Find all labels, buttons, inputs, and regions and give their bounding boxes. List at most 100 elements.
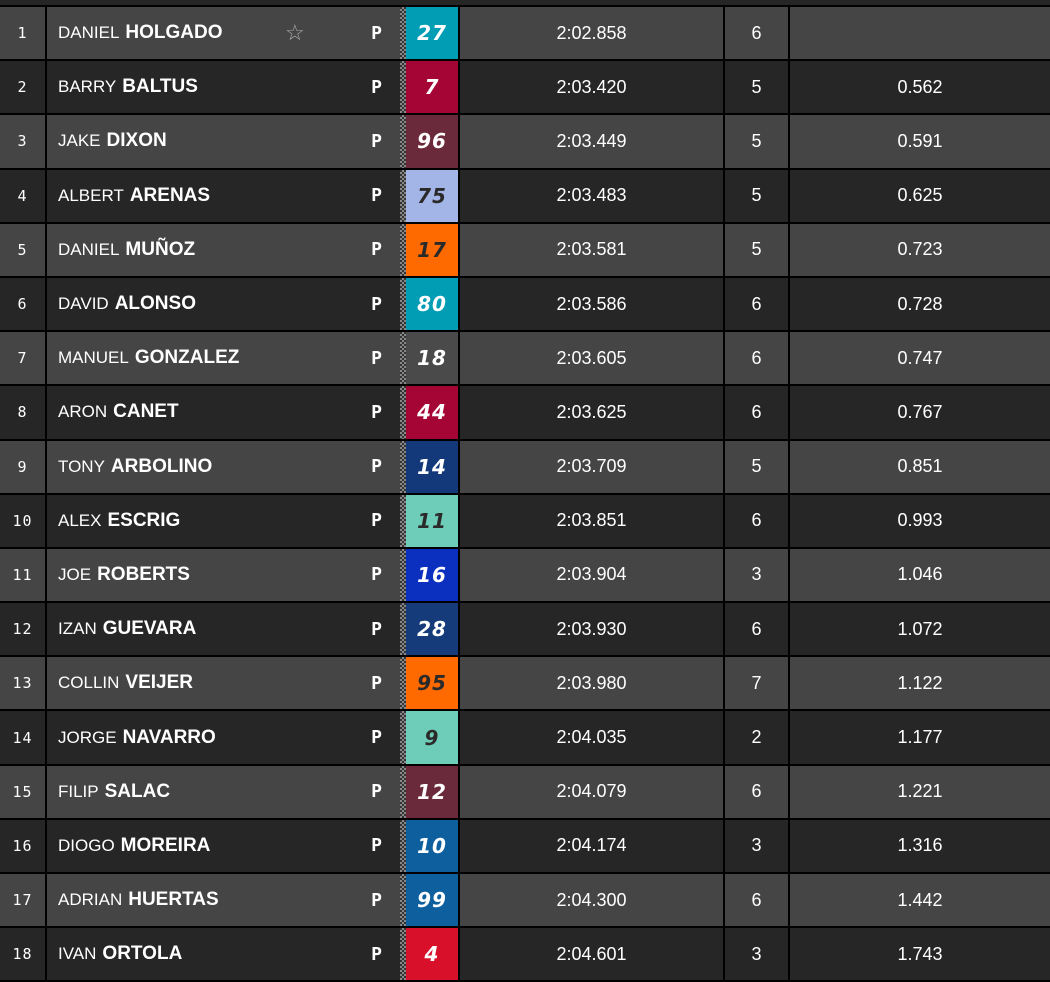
first-name: JORGE: [58, 727, 117, 747]
position: 4: [0, 169, 47, 222]
gap: 1.316: [790, 819, 1050, 872]
lap-count: 5: [725, 223, 790, 276]
rider-number: 28: [406, 603, 460, 656]
first-name: DANIEL: [58, 239, 120, 259]
lap-time: 2:03.420: [460, 61, 725, 114]
rider-name[interactable]: JAKE DIXON P: [47, 115, 400, 168]
first-name: DIOGO: [58, 835, 115, 855]
first-name: BARRY: [58, 77, 117, 97]
lap-count: 6: [725, 494, 790, 547]
lap-count: 5: [725, 169, 790, 222]
table-row[interactable]: 7 MANUEL GONZALEZ P 18 2:03.605 6 0.747: [0, 332, 1050, 387]
last-name: VEIJER: [125, 672, 194, 694]
lap-time: 2:04.174: [460, 819, 725, 872]
rider-name[interactable]: DAVID ALONSO P: [47, 277, 400, 331]
rider-number: 14: [406, 440, 460, 493]
results-table: 1 DANIEL HOLGADO ☆ P 27 2:02.858 6 2 BAR…: [0, 7, 1050, 982]
rider-name[interactable]: ADRIAN HUERTAS P: [47, 874, 400, 927]
tyre-indicator: P: [371, 889, 382, 911]
tyre-indicator: P: [371, 781, 382, 803]
first-name: MANUEL: [58, 348, 129, 368]
rider-name[interactable]: ALBERT ARENAS P: [47, 169, 400, 222]
checkered-strip: [400, 223, 406, 276]
rider-name[interactable]: DANIEL HOLGADO ☆ P: [47, 7, 400, 60]
lap-count: 5: [725, 440, 790, 493]
last-name: GONZALEZ: [134, 347, 240, 369]
last-name: HUERTAS: [128, 889, 219, 911]
checkered-strip: [400, 277, 406, 331]
gap: 1.442: [790, 874, 1050, 927]
rider-number: 12: [406, 765, 460, 818]
rider-number: 16: [406, 548, 460, 602]
last-name: DIXON: [106, 130, 167, 152]
rider-name[interactable]: DIOGO MOREIRA P: [47, 819, 400, 872]
rider-name[interactable]: DANIEL MUÑOZ P: [47, 223, 400, 276]
first-name: JAKE: [58, 131, 101, 151]
lap-count: 3: [725, 819, 790, 872]
rider-number: 17: [406, 223, 460, 276]
table-row[interactable]: 18 IVAN ORTOLA P 4 2:04.601 3 1.743: [0, 928, 1050, 982]
last-name: SALAC: [104, 780, 171, 802]
table-row[interactable]: 17 ADRIAN HUERTAS P 99 2:04.300 6 1.442: [0, 874, 1050, 929]
table-row[interactable]: 5 DANIEL MUÑOZ P 17 2:03.581 5 0.723: [0, 223, 1050, 278]
position: 3: [0, 115, 47, 168]
tyre-indicator: P: [371, 835, 382, 857]
lap-count: 3: [725, 928, 790, 981]
last-name: CANET: [113, 401, 179, 423]
checkered-strip: [400, 928, 406, 981]
tyre-indicator: P: [371, 185, 382, 207]
first-name: ADRIAN: [58, 890, 123, 910]
table-row[interactable]: 4 ALBERT ARENAS P 75 2:03.483 5 0.625: [0, 169, 1050, 224]
rider-number: 27: [406, 7, 460, 60]
table-row[interactable]: 15 FILIP SALAC P 12 2:04.079 6 1.221: [0, 765, 1050, 820]
table-row[interactable]: 16 DIOGO MOREIRA P 10 2:04.174 3 1.316: [0, 819, 1050, 874]
gap: 0.767: [790, 386, 1050, 439]
first-name: DANIEL: [58, 23, 120, 43]
last-name: ARENAS: [129, 184, 211, 206]
checkered-strip: [400, 603, 406, 656]
table-row[interactable]: 14 JORGE NAVARRO P 9 2:04.035 2 1.177: [0, 711, 1050, 766]
table-row[interactable]: 2 BARRY BALTUS P 7 2:03.420 5 0.562: [0, 61, 1050, 116]
rider-name[interactable]: IVAN ORTOLA P: [47, 928, 400, 981]
gap: 0.591: [790, 115, 1050, 168]
rider-number: 10: [406, 819, 460, 872]
position: 5: [0, 223, 47, 276]
table-row[interactable]: 10 ALEX ESCRIG P 11 2:03.851 6 0.993: [0, 494, 1050, 549]
lap-count: 6: [725, 386, 790, 439]
gap: [790, 7, 1050, 60]
lap-time: 2:02.858: [460, 7, 725, 60]
rider-name[interactable]: JOE ROBERTS P: [47, 548, 400, 602]
table-row[interactable]: 12 IZAN GUEVARA P 28 2:03.930 6 1.072: [0, 603, 1050, 658]
rider-name[interactable]: IZAN GUEVARA P: [47, 603, 400, 656]
rider-name[interactable]: ALEX ESCRIG P: [47, 494, 400, 547]
lap-time: 2:03.709: [460, 440, 725, 493]
table-row[interactable]: 8 ARON CANET P 44 2:03.625 6 0.767: [0, 386, 1050, 441]
last-name: NAVARRO: [122, 726, 216, 748]
tyre-indicator: P: [371, 401, 382, 423]
star-icon[interactable]: ☆: [285, 20, 305, 46]
table-row[interactable]: 1 DANIEL HOLGADO ☆ P 27 2:02.858 6: [0, 7, 1050, 62]
gap: 1.122: [790, 657, 1050, 710]
last-name: MUÑOZ: [125, 238, 196, 260]
tyre-indicator: P: [371, 564, 382, 586]
lap-time: 2:03.980: [460, 657, 725, 710]
rider-name[interactable]: JORGE NAVARRO P: [47, 711, 400, 764]
table-row[interactable]: 6 DAVID ALONSO P 80 2:03.586 6 0.728: [0, 277, 1050, 333]
rider-number: 96: [406, 115, 460, 168]
rider-name[interactable]: TONY ARBOLINO P: [47, 440, 400, 493]
lap-time: 2:03.605: [460, 332, 725, 385]
table-row[interactable]: 9 TONY ARBOLINO P 14 2:03.709 5 0.851: [0, 440, 1050, 495]
table-row[interactable]: 3 JAKE DIXON P 96 2:03.449 5 0.591: [0, 115, 1050, 170]
table-row[interactable]: 13 COLLIN VEIJER P 95 2:03.980 7 1.122: [0, 657, 1050, 712]
position: 7: [0, 332, 47, 385]
gap: 0.993: [790, 494, 1050, 547]
first-name: COLLIN: [58, 673, 120, 693]
rider-name[interactable]: ARON CANET P: [47, 386, 400, 439]
lap-time: 2:03.930: [460, 603, 725, 656]
rider-name[interactable]: BARRY BALTUS P: [47, 61, 400, 114]
rider-name[interactable]: FILIP SALAC P: [47, 765, 400, 818]
table-row[interactable]: 11 JOE ROBERTS P 16 2:03.904 3 1.046: [0, 548, 1050, 604]
rider-name[interactable]: COLLIN VEIJER P: [47, 657, 400, 710]
lap-count: 6: [725, 7, 790, 60]
rider-name[interactable]: MANUEL GONZALEZ P: [47, 332, 400, 385]
